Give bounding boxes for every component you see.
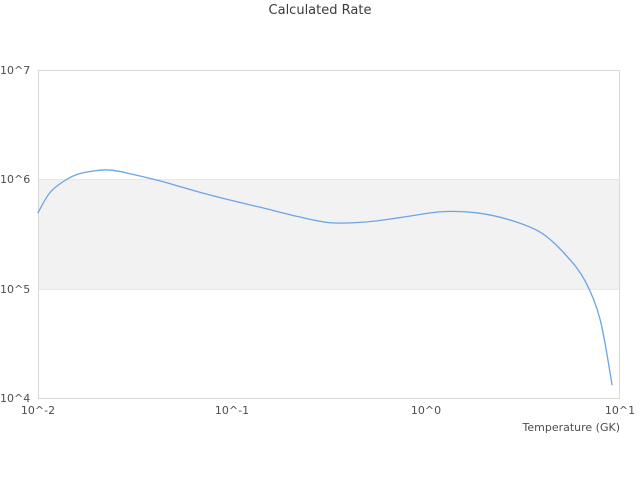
x-axis-tick-label: 10^-2 bbox=[20, 404, 56, 417]
x-axis-tick-label: 10^1 bbox=[604, 404, 636, 417]
x-axis-tick-label: 10^0 bbox=[410, 404, 442, 417]
x-axis-title: Temperature (GK) bbox=[522, 421, 621, 434]
shaded-band bbox=[38, 179, 620, 290]
y-axis-tick-label: 10^7 bbox=[0, 64, 31, 77]
x-axis-tick-label: 10^-1 bbox=[214, 404, 250, 417]
chart-title: Calculated Rate bbox=[268, 3, 372, 18]
rate-curve bbox=[37, 169, 613, 386]
y-axis-tick-label: 10^4 bbox=[0, 392, 31, 405]
plot-border bbox=[38, 70, 620, 399]
y-axis-tick-label: 10^5 bbox=[0, 283, 31, 296]
y-axis-tick-label: 10^6 bbox=[0, 173, 31, 186]
